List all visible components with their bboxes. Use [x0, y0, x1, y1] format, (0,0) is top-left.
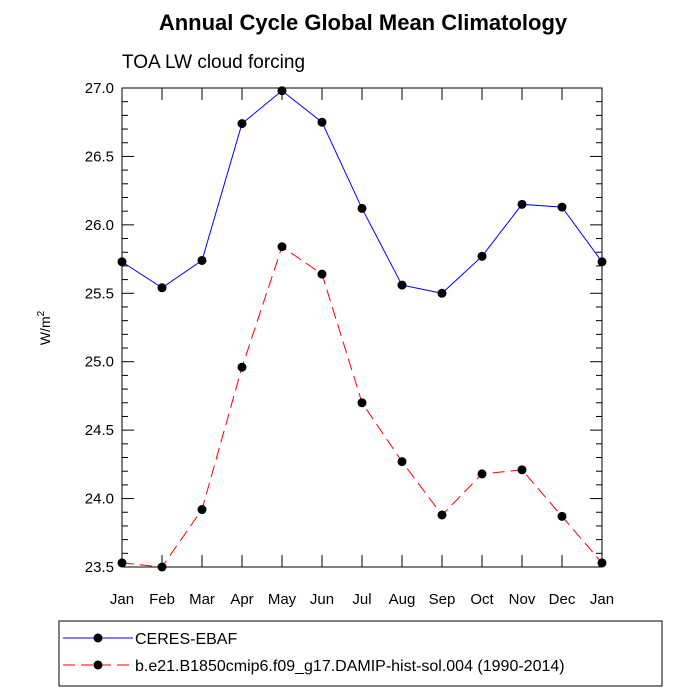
- x-tick-label: May: [268, 591, 297, 608]
- x-tick-label: Jan: [110, 591, 134, 608]
- series-1-point: [317, 117, 327, 127]
- series-1-point: [357, 203, 367, 213]
- series-2-point: [157, 562, 167, 572]
- series-1-point: [117, 257, 127, 267]
- x-tick-label: Apr: [230, 591, 253, 608]
- series-2-point: [237, 362, 247, 372]
- x-tick-label: Sep: [429, 591, 456, 608]
- legend-entry-2: b.e21.B1850cmip6.f09_g17.DAMIP-hist-sol.…: [63, 658, 565, 675]
- series-2-point: [197, 505, 207, 515]
- series-1-point: [277, 86, 287, 96]
- series-1-point: [517, 199, 527, 209]
- series-2-point: [357, 398, 367, 408]
- y-axis-label-text: W/m: [37, 316, 53, 345]
- series-1-point: [477, 251, 487, 261]
- y-axis-label: W/m2: [36, 310, 53, 345]
- series-line-1: [121, 90, 603, 294]
- series-2-point: [477, 469, 487, 479]
- y-tick-label: 23.5: [85, 559, 114, 576]
- x-axis: Jan Feb Mar Apr May Jun Jul Aug Sep Oct Nov Dec Jan: [110, 88, 614, 608]
- x-tick-label: Jun: [310, 591, 334, 608]
- series-1-point: [597, 257, 607, 267]
- y-axis-label-exponent: 2: [36, 310, 47, 316]
- chart-subtitle: TOA LW cloud forcing: [122, 52, 305, 73]
- y-tick-label: 25.0: [85, 354, 114, 371]
- y-axis: 27.0 26.5 26.0 25.5 25.0 24.5 24.0 23.5: [85, 80, 602, 576]
- y-tick-label: 25.5: [85, 285, 114, 302]
- x-tick-label: Mar: [189, 591, 215, 608]
- y-tick-label: 26.0: [85, 217, 114, 234]
- legend-label-1: CERES-EBAF: [135, 631, 237, 648]
- series-2: [117, 242, 607, 572]
- x-tick-label: Oct: [470, 591, 494, 608]
- x-tick-label: Jan: [590, 591, 614, 608]
- svg-text:W/m2: W/m2: [36, 310, 53, 345]
- y-tick-label: 26.5: [85, 148, 114, 165]
- series-2-point: [557, 511, 567, 521]
- chart-title: Annual Cycle Global Mean Climatology: [159, 10, 568, 35]
- series-1-point: [557, 202, 567, 212]
- legend-label-2: b.e21.B1850cmip6.f09_g17.DAMIP-hist-sol.…: [135, 658, 565, 675]
- series-1-point: [437, 288, 447, 298]
- series-2-point: [397, 457, 407, 467]
- legend-marker-1: [93, 633, 103, 643]
- legend-entry-1: CERES-EBAF: [63, 631, 237, 648]
- series-2-point: [597, 558, 607, 568]
- series-layer: [117, 86, 607, 572]
- series-2-point: [437, 510, 447, 520]
- series-1: [117, 86, 607, 298]
- plot-frame: [121, 87, 603, 568]
- series-1-point: [397, 280, 407, 290]
- legend-marker-2: [93, 660, 103, 670]
- x-tick-label: Jul: [352, 591, 371, 608]
- x-tick-label: Dec: [549, 591, 576, 608]
- x-tick-label: Aug: [389, 591, 416, 608]
- series-1-point: [237, 119, 247, 129]
- x-tick-label: Feb: [149, 591, 175, 608]
- x-tick-label: Nov: [509, 591, 536, 608]
- y-tick-label: 27.0: [85, 80, 114, 97]
- series-2-point: [317, 269, 327, 279]
- series-2-point: [517, 465, 527, 475]
- legend-box: [58, 620, 663, 687]
- y-tick-label: 24.5: [85, 422, 114, 439]
- series-2-point: [117, 558, 127, 568]
- series-1-point: [197, 255, 207, 265]
- y-tick-label: 24.0: [85, 491, 114, 508]
- series-1-point: [157, 283, 167, 293]
- series-2-point: [277, 242, 287, 252]
- legend: CERES-EBAF b.e21.B1850cmip6.f09_g17.DAMI…: [58, 620, 663, 687]
